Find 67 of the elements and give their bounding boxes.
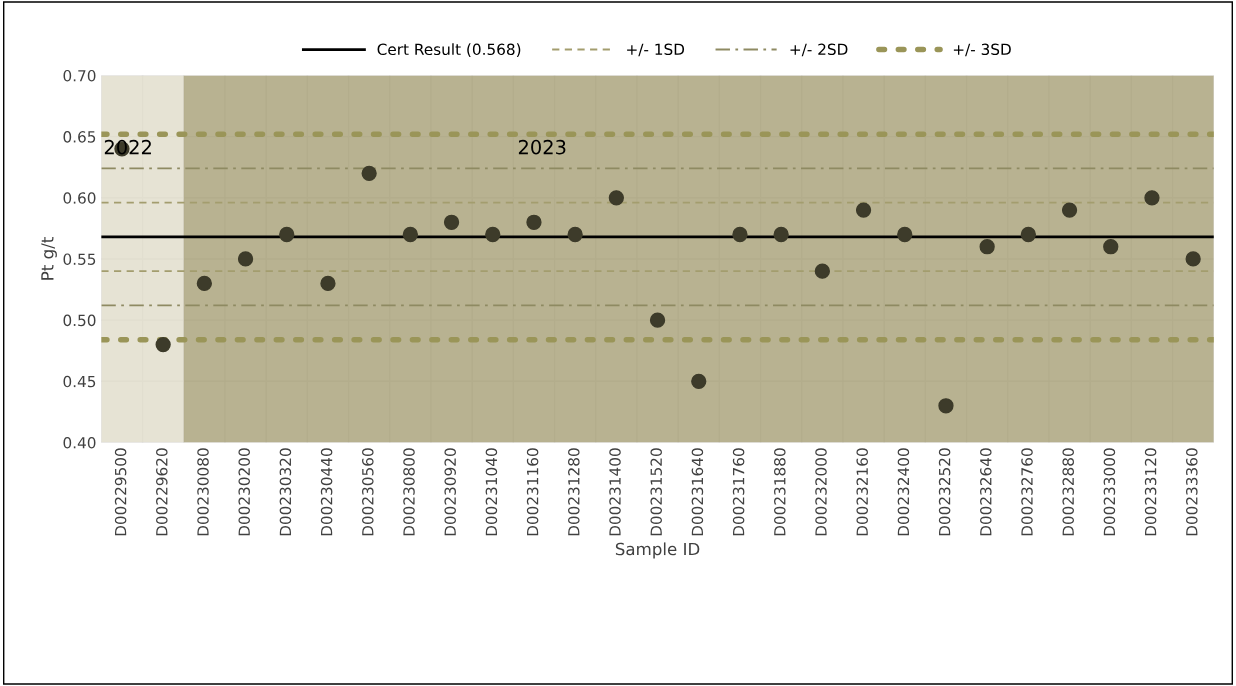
legend-label: +/- 1SD xyxy=(627,43,685,57)
point xyxy=(649,312,666,328)
x-tick-label: D00230440 xyxy=(320,448,333,536)
point xyxy=(196,275,212,292)
x-tick-label: D00232160 xyxy=(856,448,868,536)
x-tick-label: D00231640 xyxy=(691,448,704,536)
band-label: 2023 xyxy=(518,139,566,155)
x-tick-label: D00233000 xyxy=(1103,448,1116,536)
point xyxy=(237,251,254,267)
x-tick-label: D00232880 xyxy=(1062,448,1074,536)
legend-label: +/- 2SD xyxy=(790,43,848,57)
point xyxy=(485,226,501,243)
x-tick-label: D00230560 xyxy=(362,448,374,536)
y-tick-label: 0.55 xyxy=(63,253,96,265)
point xyxy=(567,226,583,243)
y-tick-label: 0.65 xyxy=(63,131,96,143)
point xyxy=(773,226,789,243)
point xyxy=(443,214,460,230)
x-tick-label: D00231160 xyxy=(526,448,539,536)
point xyxy=(1061,202,1078,218)
x-tick-label: D00230320 xyxy=(279,448,292,536)
x-tick-label: D00233120 xyxy=(1144,448,1157,536)
point xyxy=(1144,190,1160,206)
x-tick-label: D00231400 xyxy=(609,448,621,536)
point xyxy=(938,398,954,414)
x-tick-label: D00232400 xyxy=(897,448,910,536)
point xyxy=(155,336,171,353)
x-tick-label: D00232640 xyxy=(980,448,992,536)
x-tick-label: D00230200 xyxy=(238,448,250,536)
x-tick-label: D00230920 xyxy=(444,448,456,536)
x-tick-label: D00229500 xyxy=(114,448,127,536)
x-axis-title: Sample ID xyxy=(615,542,700,559)
point xyxy=(361,165,377,181)
point xyxy=(814,263,830,279)
x-tick-label: D00232000 xyxy=(815,448,827,536)
x-tick-label: D00229620 xyxy=(156,448,168,536)
point xyxy=(320,275,336,292)
point xyxy=(1103,239,1119,255)
x-tick-label: D00231760 xyxy=(732,448,745,536)
point xyxy=(608,190,624,206)
legend-label: Cert Result (0.568) xyxy=(377,43,521,57)
x-tick-label: D00231040 xyxy=(485,448,498,536)
legend-label: +/- 3SD xyxy=(953,43,1011,57)
point xyxy=(279,226,295,243)
y-tick-label: 0.50 xyxy=(63,314,96,327)
y-tick-label: 0.60 xyxy=(63,192,96,204)
y-tick-label: 0.70 xyxy=(63,69,96,82)
point xyxy=(855,202,872,218)
x-tick-label: D00231520 xyxy=(650,448,662,536)
point xyxy=(402,226,418,243)
y-axis-title: Pt g/t xyxy=(41,237,57,280)
point xyxy=(526,214,542,230)
point xyxy=(691,373,707,389)
y-tick-label: 0.45 xyxy=(63,375,96,388)
point xyxy=(897,226,913,243)
point xyxy=(1020,226,1036,243)
point xyxy=(732,226,748,243)
x-tick-label: D00230080 xyxy=(197,448,209,536)
x-tick-label: D00232520 xyxy=(938,448,951,536)
point xyxy=(1185,251,1201,267)
x-tick-label: D00233360 xyxy=(1186,448,1198,536)
point xyxy=(979,239,995,255)
x-tick-label: D00230800 xyxy=(403,448,415,536)
y-tick-label: 0.40 xyxy=(63,436,96,449)
x-tick-label: D00231880 xyxy=(774,448,786,536)
x-tick-label: D00231280 xyxy=(568,448,580,536)
x-tick-label: D00232760 xyxy=(1021,448,1033,536)
